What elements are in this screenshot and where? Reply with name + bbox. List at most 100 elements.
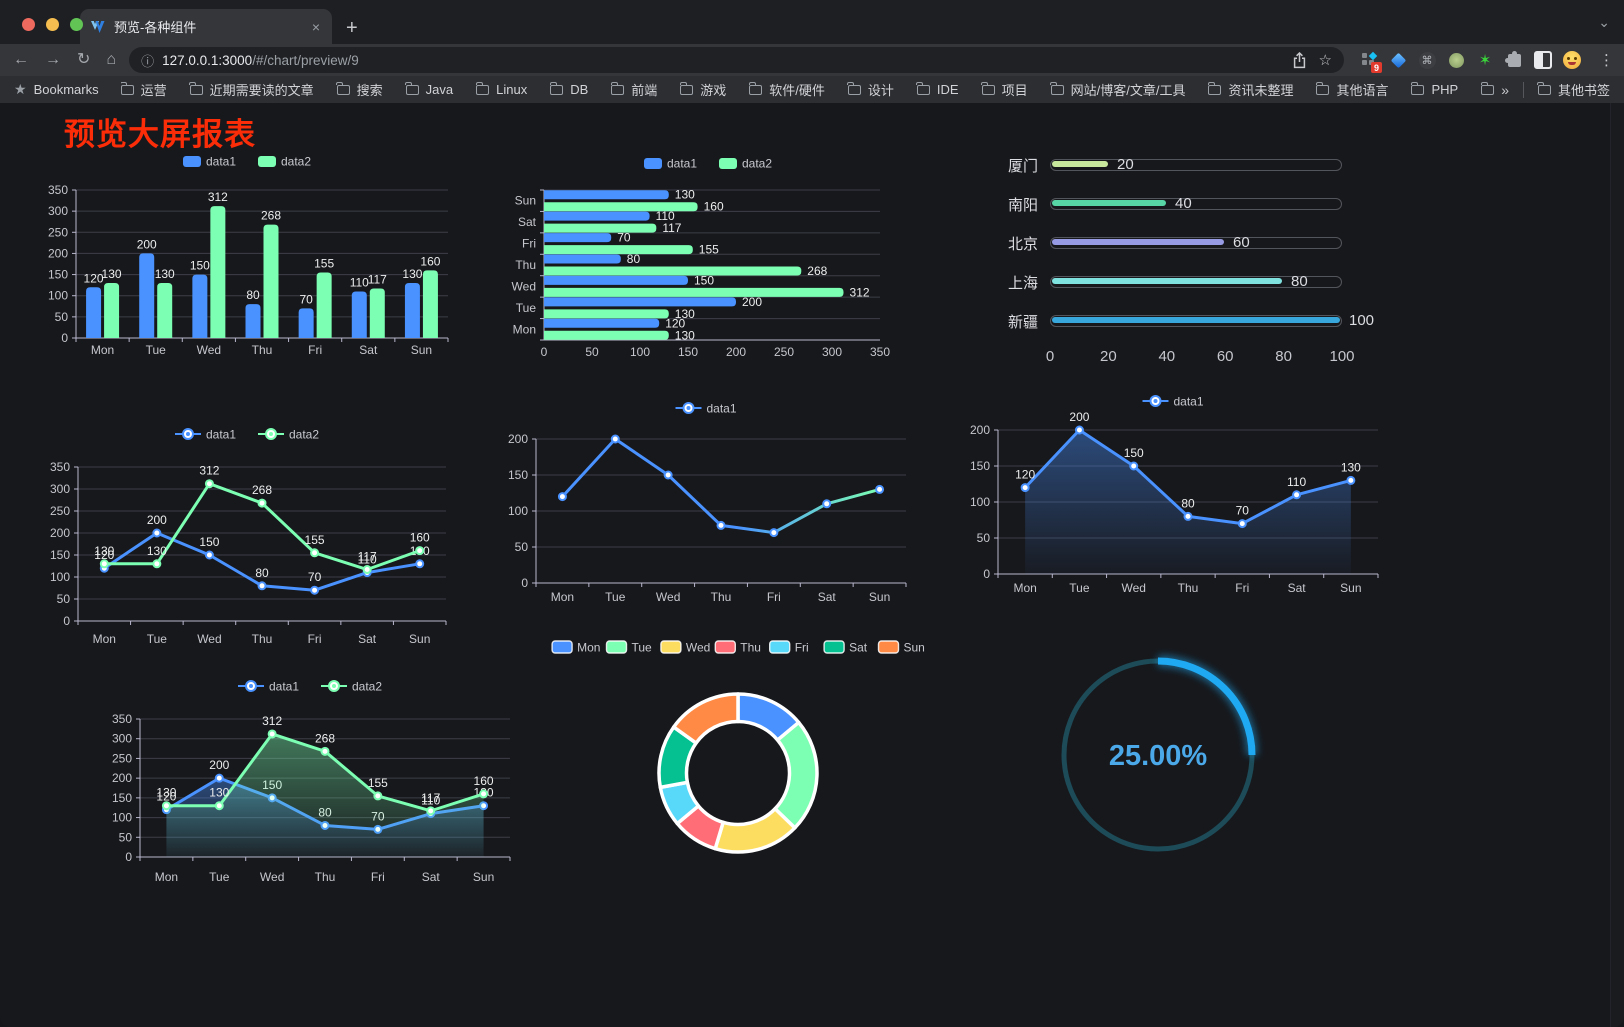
- profile-avatar[interactable]: [1563, 51, 1581, 69]
- browser-tab[interactable]: 预览-各种组件 ×: [80, 9, 332, 44]
- reading-mode-icon[interactable]: [1534, 51, 1552, 69]
- svg-text:150: 150: [508, 468, 528, 482]
- bookmarks-label[interactable]: Bookmarks: [33, 82, 99, 97]
- svg-text:130: 130: [675, 188, 695, 202]
- svg-text:Tue: Tue: [605, 590, 626, 604]
- new-tab-button[interactable]: +: [346, 17, 358, 39]
- bookmark-folder[interactable]: 游戏: [679, 80, 726, 99]
- bookmark-folder[interactable]: 项目: [981, 80, 1028, 99]
- page-info-icon[interactable]: ⓘ: [141, 53, 155, 69]
- svg-text:0: 0: [541, 345, 548, 359]
- svg-text:80: 80: [255, 566, 269, 580]
- browser-menu-icon[interactable]: ⋮: [1599, 52, 1614, 69]
- extension-circle-icon[interactable]: [1447, 51, 1465, 69]
- svg-text:Wed: Wed: [512, 279, 536, 293]
- home-icon[interactable]: ⌂: [106, 51, 117, 68]
- svg-text:Sun: Sun: [515, 194, 536, 208]
- bookmarks-overflow-icon[interactable]: »: [1501, 81, 1509, 98]
- svg-text:Fri: Fri: [767, 590, 781, 604]
- svg-text:250: 250: [48, 225, 68, 239]
- svg-text:70: 70: [1236, 504, 1250, 518]
- svg-text:120: 120: [665, 316, 685, 330]
- url-path: /#/chart/preview/9: [252, 52, 359, 68]
- svg-text:130: 130: [156, 786, 176, 800]
- bookmark-folder[interactable]: 设计: [847, 80, 894, 99]
- svg-text:200: 200: [112, 771, 132, 785]
- svg-text:350: 350: [112, 712, 132, 726]
- svg-text:50: 50: [515, 540, 529, 554]
- tab-strip-chevron-icon[interactable]: ⌄: [1598, 14, 1610, 30]
- progress-track: 20: [1050, 156, 1342, 173]
- browser-titlebar: 预览-各种组件 × + ⌄: [0, 0, 1624, 44]
- bookmark-folder[interactable]: 文件服务器: [1480, 80, 1501, 99]
- svg-text:Sat: Sat: [358, 632, 377, 646]
- svg-text:Thu: Thu: [315, 870, 336, 884]
- svg-text:150: 150: [970, 459, 990, 473]
- chart-horizontal-bar: 0 50 100 150 200 250 300 350 Sun 130 160 Sat 110 117 F…: [498, 150, 922, 362]
- svg-text:Tue: Tue: [209, 870, 230, 884]
- back-icon[interactable]: ←: [13, 51, 29, 68]
- bookmark-folder[interactable]: DB: [549, 82, 588, 97]
- forward-icon[interactable]: →: [45, 51, 61, 68]
- svg-text:Sun: Sun: [904, 641, 925, 655]
- svg-text:100: 100: [630, 345, 650, 359]
- share-icon[interactable]: [1292, 51, 1307, 69]
- extensions-puzzle-icon[interactable]: [1504, 50, 1523, 69]
- bookmark-folder[interactable]: PHP: [1410, 82, 1458, 97]
- tab-close-icon[interactable]: ×: [311, 18, 320, 35]
- folder-icon: [610, 82, 625, 95]
- bookmark-star-icon[interactable]: ☆: [1318, 52, 1332, 69]
- folder-icon: [916, 82, 930, 95]
- svg-text:Sun: Sun: [473, 870, 494, 884]
- site-favicon-icon: [90, 20, 106, 34]
- svg-text:Thu: Thu: [252, 632, 273, 646]
- chart-canvas: 0 50 100 150 200 250 300 350 Mon Tue Wed Thu Fri Sat S…: [50, 428, 447, 646]
- bookmark-folder[interactable]: 资讯未整理: [1207, 80, 1293, 99]
- svg-text:150: 150: [190, 259, 210, 273]
- svg-text:100: 100: [50, 570, 70, 584]
- svg-text:80: 80: [246, 288, 260, 302]
- svg-text:200: 200: [48, 246, 68, 260]
- url-bar[interactable]: ⓘ 127.0.0.1:3000/#/chart/preview/9 ☆: [129, 47, 1344, 73]
- window-close-button[interactable]: [22, 18, 35, 31]
- svg-text:312: 312: [199, 464, 219, 478]
- chart-canvas: Mon Tue Wed Thu Fri Sat Sun: [551, 640, 925, 854]
- bookmark-folder[interactable]: 前端: [610, 80, 657, 99]
- svg-text:Fri: Fri: [371, 870, 385, 884]
- svg-text:268: 268: [807, 264, 827, 278]
- svg-text:130: 130: [94, 544, 114, 558]
- svg-text:Tue: Tue: [516, 301, 537, 315]
- bookmark-folder[interactable]: 搜索: [336, 80, 383, 99]
- scrollbar[interactable]: [1610, 103, 1624, 1027]
- bookmark-folder[interactable]: 近期需要读的文章: [189, 80, 314, 99]
- extension-star-icon[interactable]: ✶: [1478, 51, 1492, 69]
- other-bookmarks-folder[interactable]: 其他书签: [1537, 80, 1610, 99]
- svg-text:data2: data2: [742, 157, 772, 171]
- bookmark-folder[interactable]: 软件/硬件: [748, 80, 825, 99]
- extension-kite-icon[interactable]: [1389, 51, 1407, 69]
- svg-text:data1: data1: [206, 428, 236, 442]
- window-minimize-button[interactable]: [46, 18, 59, 31]
- svg-text:312: 312: [850, 285, 870, 299]
- svg-text:data2: data2: [352, 680, 382, 694]
- svg-text:200: 200: [726, 345, 746, 359]
- svg-text:117: 117: [368, 273, 387, 287]
- svg-text:110: 110: [656, 209, 675, 223]
- svg-text:Thu: Thu: [252, 343, 273, 357]
- bookmark-folder[interactable]: 运营: [120, 80, 167, 99]
- bookmark-folder[interactable]: IDE: [916, 82, 959, 97]
- bookmark-folder[interactable]: 网站/博客/文章/工具: [1050, 80, 1185, 99]
- svg-text:160: 160: [420, 254, 440, 268]
- reload-icon[interactable]: ↻: [77, 51, 91, 68]
- svg-text:Mon: Mon: [91, 343, 114, 357]
- extension-grid-icon[interactable]: 9: [1360, 51, 1382, 73]
- bookmark-folder[interactable]: Java: [405, 82, 453, 97]
- svg-text:Wed: Wed: [656, 590, 680, 604]
- extension-command-icon[interactable]: ⌘: [1418, 51, 1436, 69]
- svg-text:350: 350: [48, 183, 68, 197]
- window-zoom-button[interactable]: [70, 18, 83, 31]
- bookmark-folder[interactable]: Linux: [475, 82, 527, 97]
- svg-text:data1: data1: [667, 157, 697, 171]
- bookmark-folder[interactable]: 其他语言: [1315, 80, 1388, 99]
- progress-row: 北京 60: [992, 230, 1392, 256]
